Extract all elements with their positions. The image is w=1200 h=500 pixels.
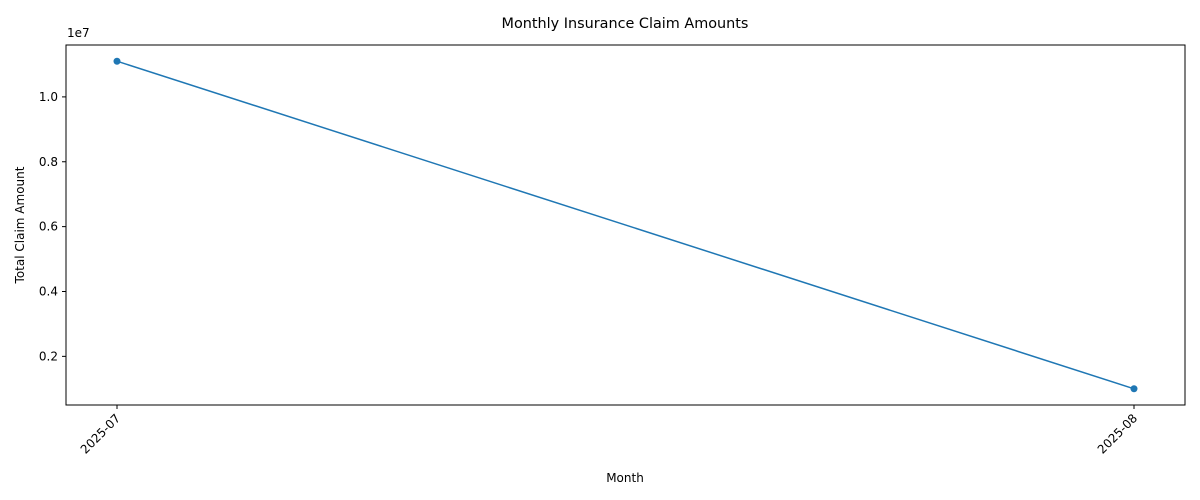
plot-frame <box>65 44 1186 406</box>
data-point <box>1130 385 1138 393</box>
x-tick-label: 2025-07 <box>78 411 123 456</box>
y-tick-label: 0.2 <box>39 349 58 363</box>
y-axis-label: Total Claim Amount <box>13 166 27 284</box>
chart-title: Monthly Insurance Claim Amounts <box>502 16 749 32</box>
x-tick-label: 2025-08 <box>1095 411 1140 456</box>
y-tick-label: 0.6 <box>39 220 58 234</box>
x-axis-label: Month <box>606 471 644 485</box>
y-tick-label: 1.0 <box>39 90 58 104</box>
y-tick-label: 0.8 <box>39 155 58 169</box>
series-line <box>116 60 1135 390</box>
y-offset-label: 1e7 <box>67 26 90 40</box>
data-point <box>113 57 121 65</box>
axis-ticks: 0.2 0.4 0.6 0.8 1.0 2025-07 2025-08 <box>39 90 1140 457</box>
y-tick-label: 0.4 <box>39 284 58 298</box>
series-layer <box>113 57 1138 393</box>
